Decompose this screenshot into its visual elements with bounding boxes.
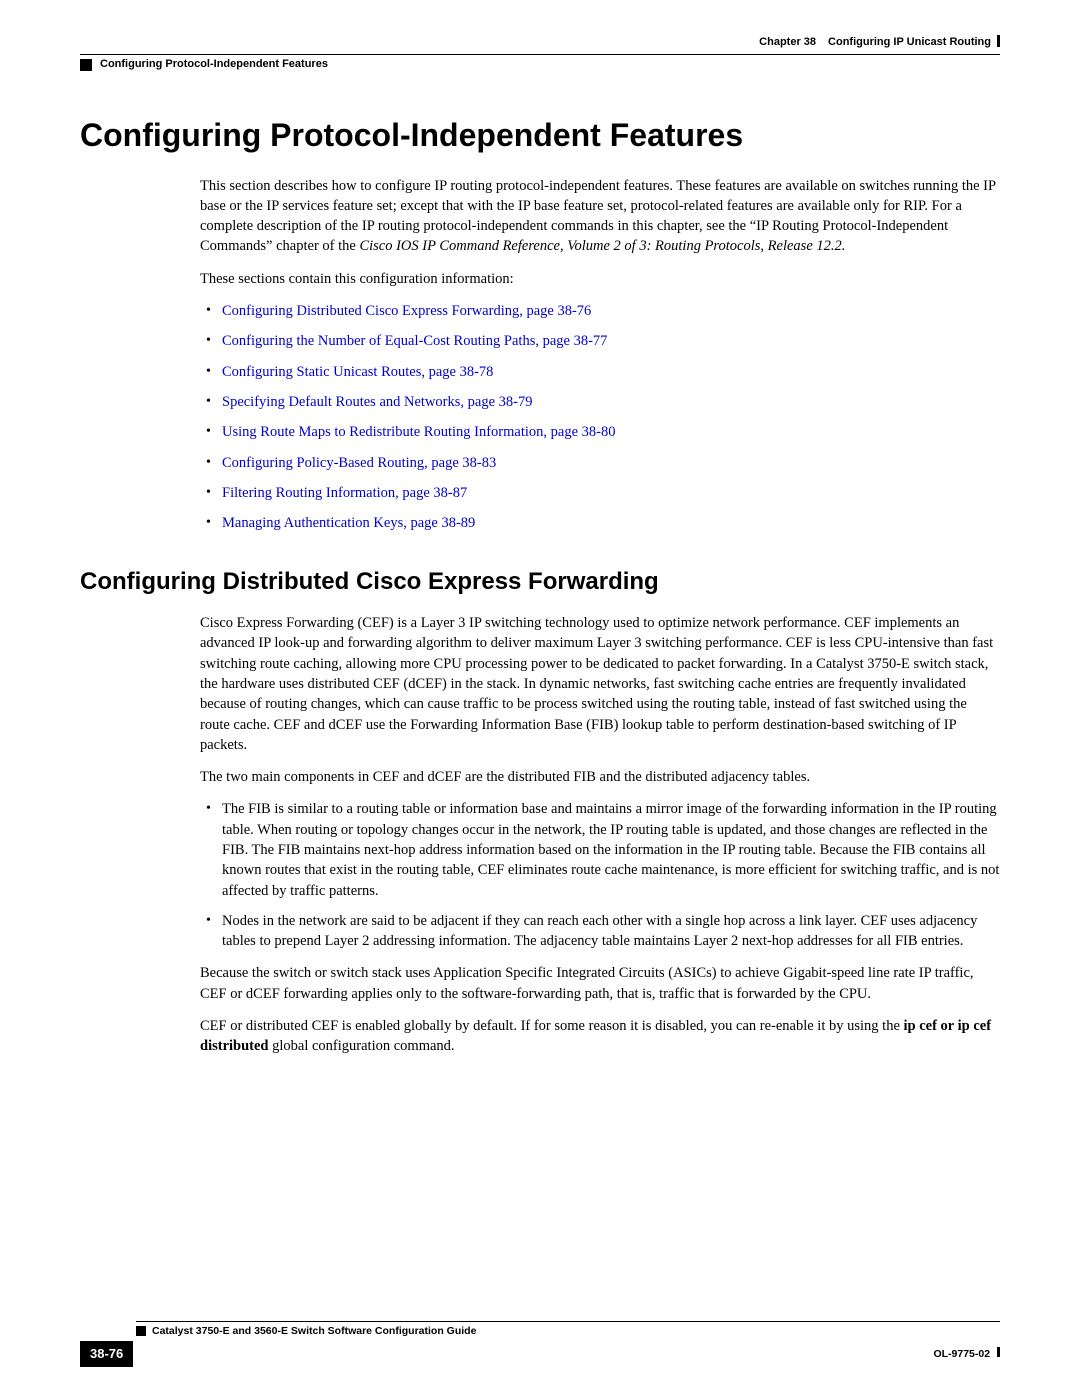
link-default-routes[interactable]: Specifying Default Routes and Networks, … [222, 394, 532, 410]
cef-p4-tail: global configuration command. [269, 1038, 455, 1054]
header-rule-icon [997, 35, 1000, 47]
header-divider [80, 54, 1000, 55]
page-number: 38-76 [80, 1341, 133, 1367]
page-title: Configuring Protocol-Independent Feature… [80, 113, 1000, 158]
cef-p4-lead: CEF or distributed CEF is enabled global… [200, 1018, 904, 1034]
cef-bullet-list: The FIB is similar to a routing table or… [200, 799, 1000, 951]
chapter-title: Configuring IP Unicast Routing [828, 35, 991, 50]
subsection-title: Configuring Distributed Cisco Express Fo… [80, 565, 1000, 599]
page-header: Chapter 38 Configuring IP Unicast Routin… [80, 35, 1000, 50]
chapter-label: Chapter 38 [759, 35, 816, 50]
doc-id: OL-9775-02 [933, 1348, 990, 1360]
sub-header: Configuring Protocol-Independent Feature… [80, 57, 1000, 72]
cef-bullet-fib: The FIB is similar to a routing table or… [200, 799, 1000, 900]
link-auth-keys[interactable]: Managing Authentication Keys, page 38-89 [222, 515, 475, 531]
link-equal-cost[interactable]: Configuring the Number of Equal-Cost Rou… [222, 333, 607, 349]
link-route-maps[interactable]: Using Route Maps to Redistribute Routing… [222, 424, 615, 440]
page-footer: Catalyst 3750-E and 3560-E Switch Softwa… [80, 1321, 1000, 1367]
section-links-list: Configuring Distributed Cisco Express Fo… [200, 301, 1000, 533]
cef-paragraph-3: Because the switch or switch stack uses … [200, 963, 1000, 1004]
intro-citation: Cisco IOS IP Command Reference, Volume 2… [359, 238, 845, 254]
footer-guide-title: Catalyst 3750-E and 3560-E Switch Softwa… [152, 1324, 1000, 1339]
link-cef[interactable]: Configuring Distributed Cisco Express Fo… [222, 303, 591, 319]
section-marker-icon [80, 59, 92, 71]
link-policy-routing[interactable]: Configuring Policy-Based Routing, page 3… [222, 455, 496, 471]
intro-paragraph-2: These sections contain this configuratio… [200, 269, 1000, 289]
link-filtering[interactable]: Filtering Routing Information, page 38-8… [222, 485, 467, 501]
link-static-unicast[interactable]: Configuring Static Unicast Routes, page … [222, 364, 493, 380]
intro-paragraph-1: This section describes how to configure … [200, 176, 1000, 257]
footer-rule-icon [997, 1347, 1000, 1357]
cef-paragraph-1: Cisco Express Forwarding (CEF) is a Laye… [200, 613, 1000, 755]
cef-paragraph-4: CEF or distributed CEF is enabled global… [200, 1016, 1000, 1057]
cef-paragraph-2: The two main components in CEF and dCEF … [200, 767, 1000, 787]
cef-bullet-adjacency: Nodes in the network are said to be adja… [200, 911, 1000, 952]
section-title: Configuring Protocol-Independent Feature… [100, 57, 328, 72]
footer-marker-icon [136, 1326, 146, 1336]
